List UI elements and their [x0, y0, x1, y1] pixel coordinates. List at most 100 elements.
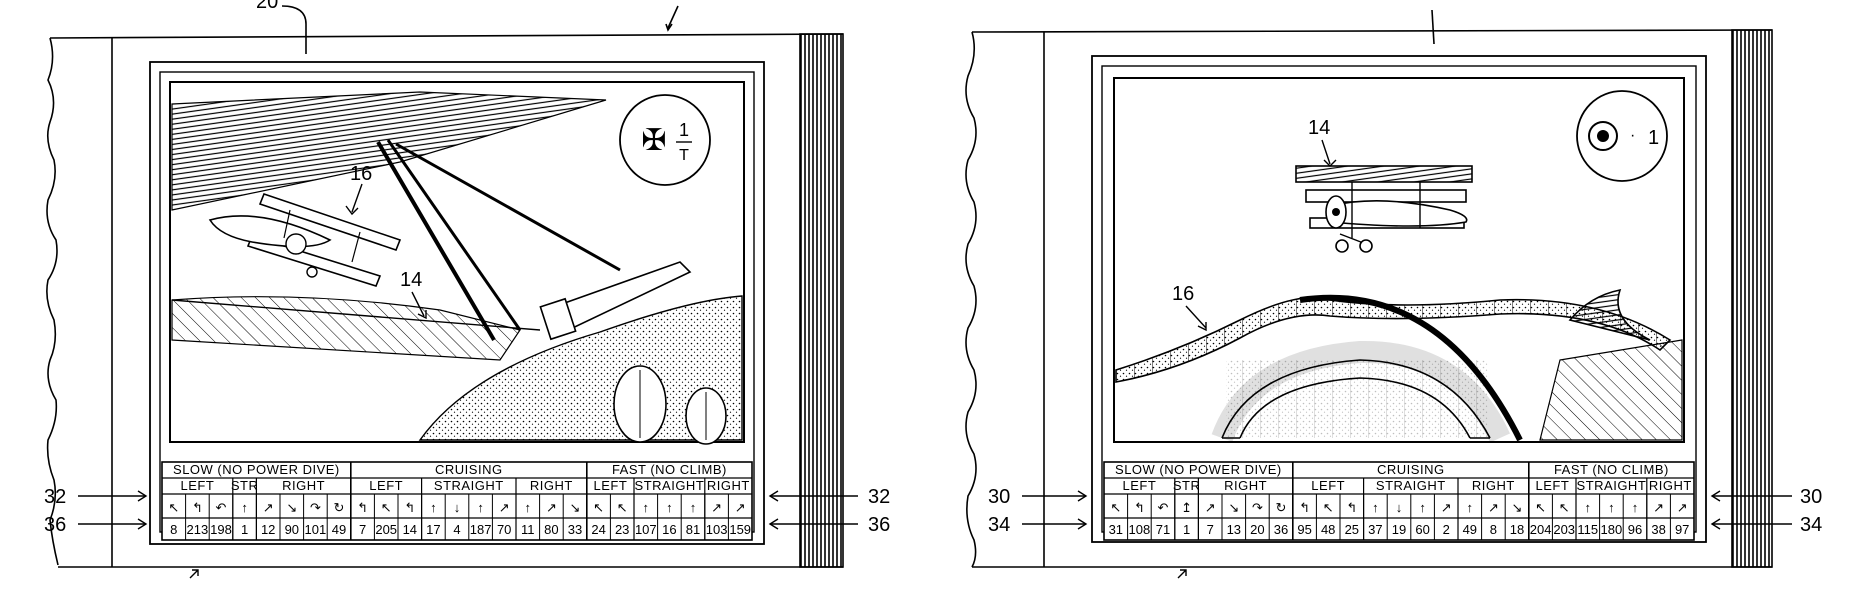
maneuver-arrow-icon[interactable]: ↖ — [1110, 500, 1121, 515]
maneuver-arrow-icon[interactable]: ↖ — [1559, 500, 1570, 515]
insignia-sub: T — [679, 147, 689, 164]
maneuver-arrow-icon[interactable]: ↥ — [1181, 500, 1192, 515]
maneuver-arrow-icon[interactable]: ↰ — [404, 500, 415, 515]
maneuver-card-number: 2 — [1443, 522, 1450, 537]
insignia-circle-right — [1576, 90, 1668, 182]
maneuver-card-number: 198 — [210, 522, 232, 537]
table-section-title: CRUISING — [435, 462, 503, 477]
maneuver-arrow-icon[interactable]: ↰ — [357, 500, 368, 515]
maneuver-arrow-icon[interactable]: ↑ — [690, 500, 697, 515]
maneuver-card-number: 90 — [285, 522, 299, 537]
maneuver-card-number: 48 — [1321, 522, 1335, 537]
maneuver-arrow-icon[interactable]: ↷ — [310, 500, 321, 515]
table-group-label: LEFT — [1311, 478, 1345, 493]
table-group-label: LEFT — [1536, 478, 1570, 493]
maneuver-arrow-icon[interactable]: ↑ — [1419, 500, 1426, 515]
maneuver-arrow-icon[interactable]: ↖ — [168, 500, 179, 515]
card-left-top-label: 20 — [256, 0, 278, 13]
maneuver-card-number: 13 — [1227, 522, 1241, 537]
side-ref-top-right-of-left-card: 32 — [868, 486, 890, 508]
maneuver-arrow-icon[interactable]: ↗ — [735, 500, 746, 515]
maneuver-arrow-icon[interactable]: ↘ — [570, 500, 581, 515]
maneuver-arrow-icon[interactable]: ↖ — [617, 500, 628, 515]
maneuver-arrow-icon[interactable]: ↓ — [454, 500, 461, 515]
roundel-icon — [1588, 121, 1618, 151]
maneuver-arrow-icon[interactable]: ↰ — [1134, 500, 1145, 515]
maneuver-arrow-icon[interactable]: ↑ — [1632, 500, 1639, 515]
maneuver-card-number: 108 — [1129, 522, 1151, 537]
table-group-label: LEFT — [594, 478, 628, 493]
maneuver-arrow-icon[interactable]: ↗ — [499, 500, 510, 515]
maneuver-arrow-icon[interactable]: ↑ — [643, 500, 650, 515]
maneuver-arrow-icon[interactable]: ↻ — [334, 500, 345, 515]
maneuver-arrow-icon[interactable]: ↶ — [216, 500, 227, 515]
maneuver-arrow-icon[interactable]: ↑ — [525, 500, 532, 515]
maneuver-card-number: 159 — [729, 522, 751, 537]
callout-16-right: 16 — [1172, 283, 1194, 305]
maneuver-arrow-icon[interactable]: ↶ — [1158, 500, 1169, 515]
maneuver-arrow-icon[interactable]: ↗ — [546, 500, 557, 515]
insignia-number: 1 — [679, 120, 689, 140]
maneuver-card-number: 80 — [544, 522, 558, 537]
maneuver-card-number: 25 — [1345, 522, 1359, 537]
maneuver-arrow-icon[interactable]: ↘ — [1228, 500, 1239, 515]
maneuver-arrow-icon[interactable]: ↷ — [1252, 500, 1263, 515]
maneuver-card-number: 49 — [332, 522, 346, 537]
maneuver-card-number: 49 — [1463, 522, 1477, 537]
maneuver-arrow-icon[interactable]: ↑ — [477, 500, 484, 515]
maneuver-arrow-icon[interactable]: ↗ — [1441, 500, 1452, 515]
iron-cross-icon: ✠ — [641, 124, 666, 157]
maneuver-card-number: 8 — [170, 522, 177, 537]
maneuver-card-number: 33 — [568, 522, 582, 537]
maneuver-arrow-icon[interactable]: ↑ — [1372, 500, 1379, 515]
maneuver-card-number: 37 — [1368, 522, 1382, 537]
table-group-label: RIGHT — [530, 478, 573, 493]
top-arrow-line — [667, 5, 679, 29]
maneuver-card-number: 187 — [470, 522, 492, 537]
torn-page-edge-right — [965, 31, 977, 568]
maneuver-arrow-icon[interactable]: ↖ — [593, 500, 604, 515]
maneuver-arrow-icon[interactable]: ↰ — [192, 500, 203, 515]
maneuver-card-number: 95 — [1297, 522, 1311, 537]
maneuver-arrow-icon[interactable]: ↑ — [1467, 500, 1474, 515]
maneuver-arrow-icon[interactable]: ↗ — [1205, 500, 1216, 515]
maneuver-arrow-icon[interactable]: ↻ — [1276, 500, 1287, 515]
table-group-label: LEFT — [181, 478, 215, 493]
maneuver-card-number: 205 — [375, 522, 397, 537]
maneuver-arrow-icon[interactable]: ↗ — [1488, 500, 1499, 515]
card-left-spine — [799, 33, 844, 568]
maneuver-arrow-icon[interactable]: ↑ — [430, 500, 437, 515]
maneuver-card-number: 38 — [1651, 522, 1665, 537]
maneuver-card-number: 19 — [1392, 522, 1406, 537]
maneuver-arrow-icon[interactable]: ↰ — [1346, 500, 1357, 515]
table-group-label: STRAIGHT — [635, 478, 705, 493]
maneuver-arrow-icon[interactable]: ↖ — [1323, 500, 1334, 515]
maneuver-arrow-icon[interactable]: ↑ — [1608, 500, 1615, 515]
maneuver-arrow-icon[interactable]: ↑ — [1585, 500, 1592, 515]
side-ref-top-right-card-left: 30 — [988, 486, 1010, 508]
maneuver-arrow-icon[interactable]: ↘ — [286, 500, 297, 515]
maneuver-card-number: 204 — [1530, 522, 1552, 537]
maneuver-card-number: 24 — [591, 522, 605, 537]
maneuver-card-number: 1 — [1183, 522, 1190, 537]
table-group-label: RIGHT — [1472, 478, 1515, 493]
maneuver-card-number: 203 — [1553, 522, 1575, 537]
maneuver-arrow-icon[interactable]: ↰ — [1299, 500, 1310, 515]
top-leader-line — [281, 5, 307, 54]
maneuver-arrow-icon[interactable]: ↑ — [241, 500, 248, 515]
maneuver-arrow-icon[interactable]: ↗ — [1653, 500, 1664, 515]
maneuver-arrow-icon[interactable]: ↘ — [1512, 500, 1523, 515]
table-group-label: LEFT — [369, 478, 403, 493]
table-group-label: STRAIGHT — [434, 478, 504, 493]
maneuver-arrow-icon[interactable]: ↑ — [666, 500, 673, 515]
maneuver-arrow-icon[interactable]: ↓ — [1396, 500, 1403, 515]
maneuver-arrow-icon[interactable]: ↖ — [381, 500, 392, 515]
maneuver-card-number: 20 — [1250, 522, 1264, 537]
maneuver-arrow-icon[interactable]: ↗ — [263, 500, 274, 515]
maneuver-card-number: 96 — [1628, 522, 1642, 537]
maneuver-card-number: 71 — [1156, 522, 1170, 537]
maneuver-card-number: 8 — [1490, 522, 1497, 537]
maneuver-arrow-icon[interactable]: ↖ — [1535, 500, 1546, 515]
maneuver-arrow-icon[interactable]: ↗ — [1677, 500, 1688, 515]
maneuver-arrow-icon[interactable]: ↗ — [711, 500, 722, 515]
